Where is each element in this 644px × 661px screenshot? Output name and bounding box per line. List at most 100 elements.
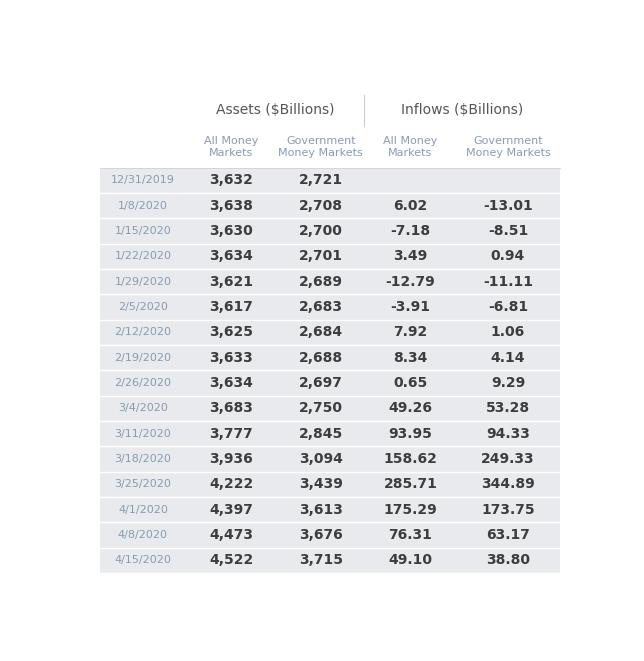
Text: 63.17: 63.17 — [486, 528, 530, 542]
Text: 93.95: 93.95 — [388, 427, 432, 441]
Text: 3,630: 3,630 — [209, 224, 253, 238]
Text: 1/29/2020: 1/29/2020 — [115, 277, 171, 287]
Text: 4/15/2020: 4/15/2020 — [115, 555, 171, 565]
Text: 6.02: 6.02 — [393, 199, 428, 213]
Text: 3/25/2020: 3/25/2020 — [115, 479, 171, 489]
Text: 3,715: 3,715 — [299, 553, 343, 567]
Text: 4,473: 4,473 — [209, 528, 253, 542]
Text: 3/11/2020: 3/11/2020 — [115, 429, 171, 439]
Text: 2,688: 2,688 — [299, 351, 343, 365]
Text: 158.62: 158.62 — [383, 452, 437, 466]
Text: 9.29: 9.29 — [491, 376, 525, 390]
Text: -7.18: -7.18 — [390, 224, 430, 238]
Bar — [100, 446, 560, 472]
Text: -11.11: -11.11 — [483, 275, 533, 289]
Text: 285.71: 285.71 — [383, 477, 437, 491]
Text: 3,634: 3,634 — [209, 376, 253, 390]
Text: 2/26/2020: 2/26/2020 — [115, 378, 171, 388]
Text: 3,625: 3,625 — [209, 325, 253, 339]
Text: 3,633: 3,633 — [209, 351, 253, 365]
Bar — [100, 370, 560, 396]
Text: 49.10: 49.10 — [388, 553, 432, 567]
Text: 2,750: 2,750 — [299, 401, 343, 415]
Text: 3,777: 3,777 — [209, 427, 253, 441]
Text: All Money
Markets: All Money Markets — [204, 136, 258, 158]
Text: Assets ($Billions): Assets ($Billions) — [216, 103, 334, 118]
Text: 3,676: 3,676 — [299, 528, 343, 542]
Text: 2,689: 2,689 — [299, 275, 343, 289]
Text: 3,613: 3,613 — [299, 502, 343, 517]
Text: 1/22/2020: 1/22/2020 — [115, 251, 171, 261]
Bar — [100, 497, 560, 522]
Text: 3,617: 3,617 — [209, 300, 253, 314]
Bar — [100, 168, 560, 193]
Text: 2,721: 2,721 — [299, 173, 343, 187]
Text: 53.28: 53.28 — [486, 401, 530, 415]
Bar — [100, 548, 560, 573]
Text: 2,700: 2,700 — [299, 224, 343, 238]
Text: -8.51: -8.51 — [488, 224, 528, 238]
Bar — [100, 472, 560, 497]
Text: 2,697: 2,697 — [299, 376, 343, 390]
Text: Inflows ($Billions): Inflows ($Billions) — [401, 103, 523, 118]
Text: Government
Money Markets: Government Money Markets — [466, 136, 551, 158]
Text: 38.80: 38.80 — [486, 553, 530, 567]
Text: 0.94: 0.94 — [491, 249, 525, 263]
Text: 7.92: 7.92 — [393, 325, 428, 339]
Bar — [100, 126, 560, 168]
Bar — [100, 294, 560, 320]
Text: -3.91: -3.91 — [390, 300, 430, 314]
Text: 344.89: 344.89 — [481, 477, 535, 491]
Text: -6.81: -6.81 — [488, 300, 528, 314]
Text: 1/15/2020: 1/15/2020 — [115, 226, 171, 236]
Text: 2,701: 2,701 — [299, 249, 343, 263]
Text: 76.31: 76.31 — [388, 528, 432, 542]
Text: -12.79: -12.79 — [386, 275, 435, 289]
Text: 12/31/2019: 12/31/2019 — [111, 175, 175, 185]
Text: 2,845: 2,845 — [299, 427, 343, 441]
Text: Government
Money Markets: Government Money Markets — [278, 136, 363, 158]
Text: -13.01: -13.01 — [483, 199, 533, 213]
Bar — [100, 320, 560, 345]
Text: 2,708: 2,708 — [299, 199, 343, 213]
Bar — [100, 269, 560, 294]
Text: 3,632: 3,632 — [209, 173, 253, 187]
Bar — [100, 522, 560, 548]
Text: 4,522: 4,522 — [209, 553, 254, 567]
Text: 3/18/2020: 3/18/2020 — [115, 454, 171, 464]
Text: 2,684: 2,684 — [299, 325, 343, 339]
Bar — [100, 421, 560, 446]
Text: 49.26: 49.26 — [388, 401, 432, 415]
Text: All Money
Markets: All Money Markets — [383, 136, 437, 158]
Text: 94.33: 94.33 — [486, 427, 530, 441]
Text: 4,222: 4,222 — [209, 477, 254, 491]
Text: 3,638: 3,638 — [209, 199, 253, 213]
Bar — [100, 396, 560, 421]
Text: 8.34: 8.34 — [393, 351, 428, 365]
Text: 4.14: 4.14 — [491, 351, 526, 365]
Text: 1/8/2020: 1/8/2020 — [118, 201, 168, 211]
Text: 4/1/2020: 4/1/2020 — [118, 505, 168, 515]
Text: 3,683: 3,683 — [209, 401, 253, 415]
Text: 2,683: 2,683 — [299, 300, 343, 314]
Text: 2/5/2020: 2/5/2020 — [118, 302, 168, 312]
Bar — [100, 95, 560, 126]
Text: 3,634: 3,634 — [209, 249, 253, 263]
Bar — [100, 244, 560, 269]
Text: 3,094: 3,094 — [299, 452, 343, 466]
Bar — [100, 193, 560, 218]
Text: 4,397: 4,397 — [209, 502, 253, 517]
Text: 0.65: 0.65 — [393, 376, 428, 390]
Text: 2/19/2020: 2/19/2020 — [115, 353, 171, 363]
Text: 1.06: 1.06 — [491, 325, 525, 339]
Text: 2/12/2020: 2/12/2020 — [115, 327, 171, 337]
Text: 249.33: 249.33 — [481, 452, 535, 466]
Text: 3,621: 3,621 — [209, 275, 253, 289]
Text: 3,439: 3,439 — [299, 477, 343, 491]
Text: 3.49: 3.49 — [393, 249, 428, 263]
Text: 3/4/2020: 3/4/2020 — [118, 403, 168, 413]
Bar — [100, 218, 560, 244]
Bar — [100, 345, 560, 370]
Text: 175.29: 175.29 — [384, 502, 437, 517]
Text: 173.75: 173.75 — [481, 502, 535, 517]
